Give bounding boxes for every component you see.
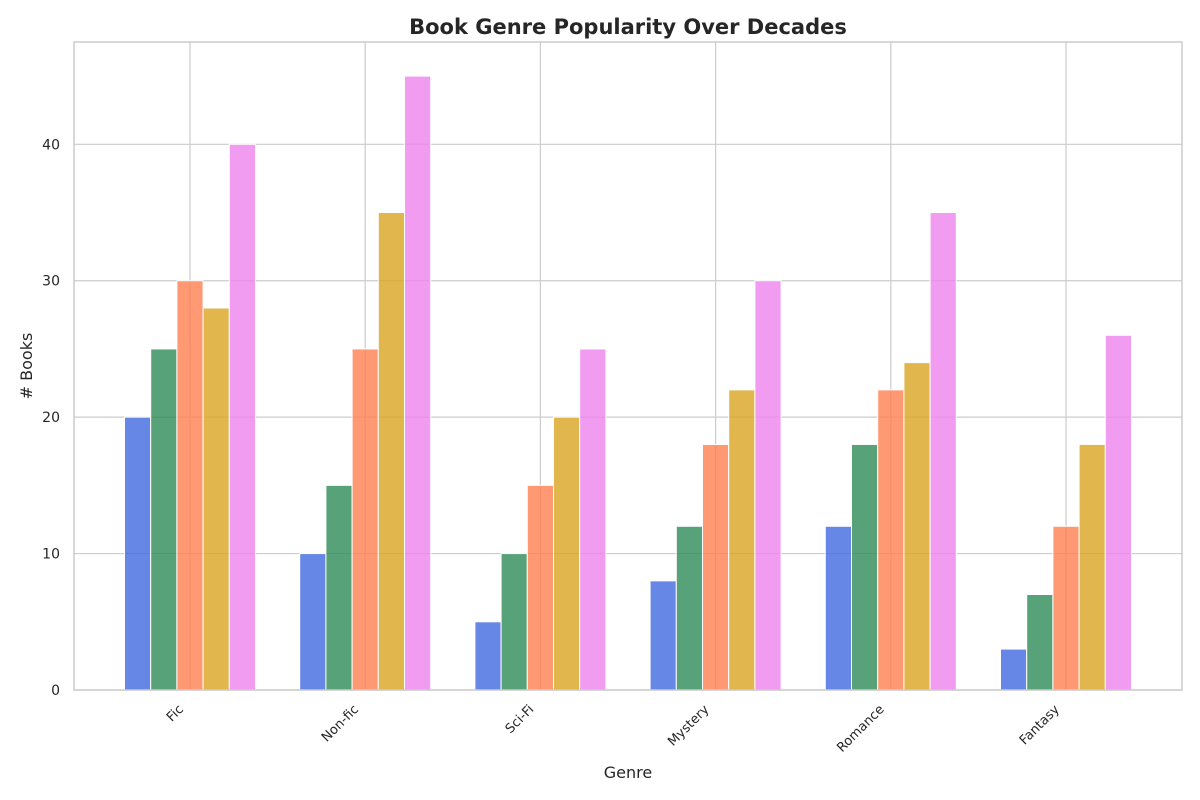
bar	[351, 348, 379, 691]
bar	[1000, 648, 1028, 691]
x-tick-label: Fantasy	[1017, 702, 1063, 748]
bar	[325, 484, 353, 691]
plot-frame	[73, 41, 1183, 691]
bar	[124, 416, 152, 691]
x-tick-label: Mystery	[665, 702, 712, 749]
bar	[579, 348, 607, 691]
x-tick-label: Sci-Fi	[503, 702, 538, 737]
bar	[1026, 594, 1054, 691]
bars-layer	[124, 75, 1133, 691]
bar	[824, 525, 852, 691]
bar	[553, 416, 581, 691]
bar	[150, 348, 178, 691]
bar	[299, 553, 327, 691]
y-tick-label: 10	[42, 547, 60, 563]
y-tick-label: 40	[42, 137, 60, 153]
bar	[1078, 443, 1106, 691]
bar	[202, 307, 230, 691]
chart-title: Book Genre Popularity Over Decades	[409, 15, 847, 39]
bar	[377, 212, 405, 691]
x-tick-label: Romance	[834, 702, 887, 755]
bar	[728, 389, 756, 691]
bar	[675, 525, 703, 691]
bar	[404, 75, 432, 691]
bar	[702, 443, 730, 691]
bar	[929, 212, 957, 691]
y-tick-label: 20	[42, 410, 60, 426]
x-tick-label: Non-fic	[319, 702, 362, 745]
bar	[754, 280, 782, 691]
bar	[649, 580, 677, 691]
bar	[474, 621, 502, 691]
bar	[500, 553, 528, 691]
bar	[877, 389, 905, 691]
bar	[526, 484, 554, 691]
y-axis-label: # Books	[17, 333, 36, 400]
y-tick-label: 30	[42, 274, 60, 290]
x-axis-label: Genre	[604, 763, 652, 782]
bar	[851, 443, 879, 691]
x-tick-label: Fic	[164, 702, 187, 725]
bar	[903, 362, 931, 691]
bar	[1052, 525, 1080, 691]
y-tick-label: 0	[51, 683, 60, 699]
bar	[1104, 334, 1133, 691]
bar	[228, 143, 257, 691]
bar	[176, 280, 204, 691]
